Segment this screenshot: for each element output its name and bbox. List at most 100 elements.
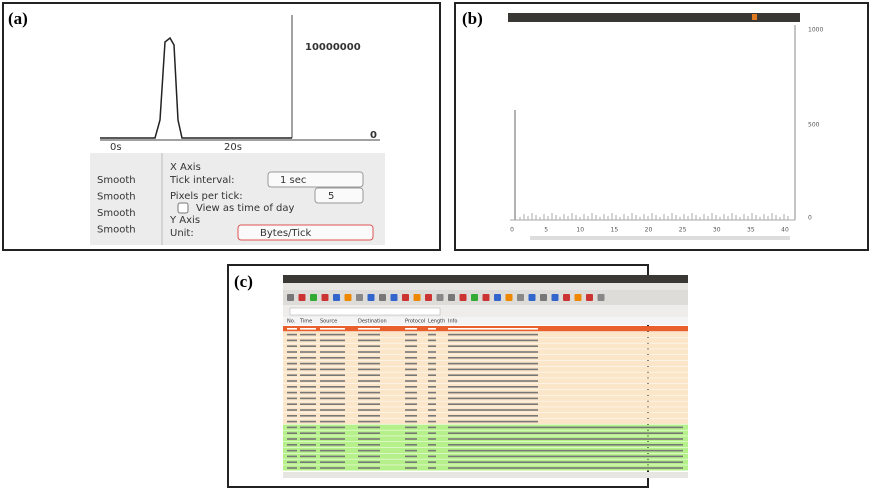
cell-text — [300, 467, 316, 469]
field-label: Unit: — [170, 228, 194, 239]
cell-text — [448, 328, 538, 330]
cell-text — [448, 363, 538, 365]
cell-text — [428, 369, 436, 371]
cell-text — [428, 398, 436, 400]
tool-icon — [471, 294, 478, 301]
cell-text — [287, 461, 297, 463]
tool-icon — [598, 294, 605, 301]
cell-text — [287, 374, 297, 376]
cell-text — [428, 409, 436, 411]
dropdown-value: Bytes/Tick — [260, 228, 312, 239]
tool-icon — [356, 294, 363, 301]
tool-icon — [552, 294, 559, 301]
cell-text — [428, 328, 436, 330]
cell-text — [358, 392, 380, 394]
tool-icon — [494, 294, 501, 301]
cell-text — [428, 363, 436, 365]
cell-text — [405, 444, 417, 446]
cell-text — [405, 461, 417, 463]
checkbox[interactable] — [178, 203, 188, 213]
cell-text — [287, 357, 297, 359]
cell-text — [428, 450, 436, 452]
cell-text — [448, 380, 538, 382]
cell-text — [428, 415, 436, 417]
tool-icon — [437, 294, 444, 301]
cell-text — [320, 444, 345, 446]
cell-text — [287, 334, 297, 336]
cell-text — [448, 392, 538, 394]
cell-text — [448, 461, 683, 463]
cell-text — [405, 450, 417, 452]
y-label: 10000000 — [305, 42, 361, 53]
panel-label: (c) — [234, 272, 253, 291]
filter-input[interactable] — [290, 308, 440, 315]
checkbox-label: View as time of day — [196, 203, 294, 214]
tool-icon — [414, 294, 421, 301]
status-bar — [283, 472, 688, 478]
smooth-label: Smooth — [97, 225, 136, 236]
dropdown[interactable] — [315, 188, 363, 203]
cell-text — [320, 432, 345, 434]
cell-text — [287, 351, 297, 353]
cell-text — [448, 345, 538, 347]
cell-text — [448, 357, 538, 359]
cell-text — [448, 444, 683, 446]
cell-text — [405, 467, 417, 469]
cell-text — [358, 357, 380, 359]
x-label: 25 — [679, 227, 687, 234]
x-label: 30 — [713, 227, 721, 234]
x-label: 5 — [544, 227, 548, 234]
cell-text — [358, 409, 380, 411]
cell-text — [320, 421, 345, 423]
cell-text — [428, 403, 436, 405]
cell-text — [320, 374, 345, 376]
cell-text — [287, 403, 297, 405]
cell-text — [448, 340, 538, 342]
cell-text — [358, 444, 380, 446]
cell-text — [300, 403, 316, 405]
cell-text — [300, 421, 316, 423]
cell-text — [287, 444, 297, 446]
icon — [752, 14, 757, 20]
cell-text — [320, 345, 345, 347]
cell-text — [300, 409, 316, 411]
column-header: Time — [299, 319, 312, 325]
cell-text — [428, 421, 436, 423]
cell-text — [405, 386, 417, 388]
cell-text — [448, 398, 538, 400]
x-label: 0s — [110, 142, 122, 153]
cell-text — [320, 398, 345, 400]
cell-text — [405, 456, 417, 458]
x-label: 0 — [510, 227, 514, 234]
cell-text — [428, 467, 436, 469]
cell-text — [358, 351, 380, 353]
tool-icon — [368, 294, 375, 301]
cell-text — [448, 351, 538, 353]
tool-icon — [333, 294, 340, 301]
panel-label: (a) — [8, 9, 28, 28]
cell-text — [448, 334, 538, 336]
cell-text — [428, 438, 436, 440]
cell-text — [405, 357, 417, 359]
cell-text — [358, 450, 380, 452]
x-label: 15 — [611, 227, 619, 234]
cell-text — [320, 456, 345, 458]
tool-icon — [540, 294, 547, 301]
tool-icon — [563, 294, 570, 301]
cell-text — [428, 444, 436, 446]
cell-text — [300, 369, 316, 371]
tool-icon — [287, 294, 294, 301]
scrollbar[interactable] — [530, 236, 790, 240]
cell-text — [320, 334, 345, 336]
cell-text — [448, 409, 538, 411]
cell-text — [448, 369, 538, 371]
cell-text — [428, 374, 436, 376]
cell-text — [300, 450, 316, 452]
cell-text — [300, 340, 316, 342]
tool-icon — [425, 294, 432, 301]
cell-text — [320, 380, 345, 382]
tool-icon — [379, 294, 386, 301]
column-header: Destination — [358, 319, 387, 325]
cell-text — [448, 421, 538, 423]
cell-text — [358, 334, 380, 336]
